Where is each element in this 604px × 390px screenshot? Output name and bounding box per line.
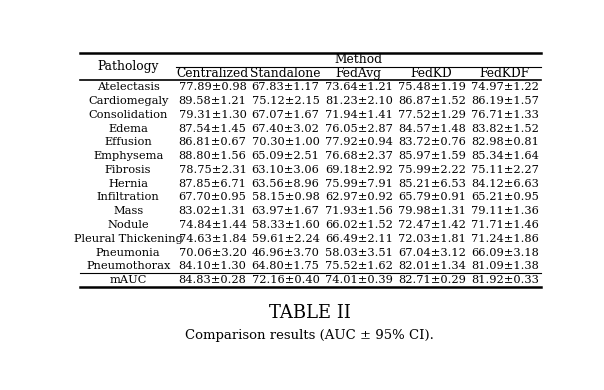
Text: Pathology: Pathology [97,60,159,73]
Text: 63.56±8.96: 63.56±8.96 [252,179,320,189]
Text: 89.58±1.21: 89.58±1.21 [179,96,246,106]
Text: 84.10±1.30: 84.10±1.30 [179,261,246,271]
Text: Atelectasis: Atelectasis [97,82,159,92]
Text: Pneumonia: Pneumonia [96,248,161,257]
Text: Fibrosis: Fibrosis [105,165,152,175]
Text: 79.98±1.31: 79.98±1.31 [398,206,466,216]
Text: 77.92±0.94: 77.92±0.94 [325,137,393,147]
Text: FedKD: FedKD [411,67,452,80]
Text: 72.03±1.81: 72.03±1.81 [398,234,466,244]
Text: 72.16±0.40: 72.16±0.40 [252,275,320,285]
Text: Standalone: Standalone [251,67,321,80]
Text: 76.68±2.37: 76.68±2.37 [325,151,393,161]
Text: 82.98±0.81: 82.98±0.81 [471,137,539,147]
Text: 66.02±1.52: 66.02±1.52 [325,220,393,230]
Text: 75.11±2.27: 75.11±2.27 [471,165,539,175]
Text: 84.57±1.48: 84.57±1.48 [398,124,466,134]
Text: 74.63±1.84: 74.63±1.84 [179,234,246,244]
Text: 64.80±1.75: 64.80±1.75 [252,261,320,271]
Text: Hernia: Hernia [108,179,148,189]
Text: Infiltration: Infiltration [97,193,159,202]
Text: 72.47±1.42: 72.47±1.42 [398,220,466,230]
Text: 79.31±1.30: 79.31±1.30 [179,110,246,120]
Text: Pneumothorax: Pneumothorax [86,261,170,271]
Text: 65.21±0.95: 65.21±0.95 [471,193,539,202]
Text: 86.81±0.67: 86.81±0.67 [179,137,246,147]
Text: TABLE II: TABLE II [269,303,350,322]
Text: 75.99±2.22: 75.99±2.22 [398,165,466,175]
Text: 67.70±0.95: 67.70±0.95 [179,193,246,202]
Text: 74.84±1.44: 74.84±1.44 [179,220,246,230]
Text: 74.01±0.39: 74.01±0.39 [325,275,393,285]
Text: 81.23±2.10: 81.23±2.10 [325,96,393,106]
Text: 58.03±3.51: 58.03±3.51 [325,248,393,257]
Text: 46.96±3.70: 46.96±3.70 [252,248,320,257]
Text: Mass: Mass [113,206,143,216]
Text: 85.97±1.59: 85.97±1.59 [398,151,466,161]
Text: 65.09±2.51: 65.09±2.51 [252,151,320,161]
Text: Effusion: Effusion [104,137,152,147]
Text: 83.82±1.52: 83.82±1.52 [471,124,539,134]
Text: 85.34±1.64: 85.34±1.64 [471,151,539,161]
Text: 71.93±1.56: 71.93±1.56 [325,206,393,216]
Text: 84.83±0.28: 84.83±0.28 [179,275,246,285]
Text: 84.12±6.63: 84.12±6.63 [471,179,539,189]
Text: 86.19±1.57: 86.19±1.57 [471,96,539,106]
Text: 63.10±3.06: 63.10±3.06 [252,165,320,175]
Text: 70.06±3.20: 70.06±3.20 [179,248,246,257]
Text: 81.92±0.33: 81.92±0.33 [471,275,539,285]
Text: 75.99±7.91: 75.99±7.91 [325,179,393,189]
Text: 71.24±1.86: 71.24±1.86 [471,234,539,244]
Text: 67.83±1.17: 67.83±1.17 [252,82,320,92]
Text: 81.09±1.38: 81.09±1.38 [471,261,539,271]
Text: 67.04±3.12: 67.04±3.12 [398,248,466,257]
Text: 75.12±2.15: 75.12±2.15 [252,96,320,106]
Text: 85.21±6.53: 85.21±6.53 [398,179,466,189]
Text: 65.79±0.91: 65.79±0.91 [398,193,466,202]
Text: 86.87±1.52: 86.87±1.52 [398,96,466,106]
Text: 69.18±2.92: 69.18±2.92 [325,165,393,175]
Text: 77.52±1.29: 77.52±1.29 [398,110,466,120]
Text: 62.97±0.92: 62.97±0.92 [325,193,393,202]
Text: 71.94±1.41: 71.94±1.41 [325,110,393,120]
Text: FedKDF: FedKDF [480,67,530,80]
Text: FedAvg: FedAvg [336,67,382,80]
Text: 78.75±2.31: 78.75±2.31 [179,165,246,175]
Text: Comparison results (AUC ± 95% CI).: Comparison results (AUC ± 95% CI). [185,329,434,342]
Text: 82.01±1.34: 82.01±1.34 [398,261,466,271]
Text: 66.49±2.11: 66.49±2.11 [325,234,393,244]
Text: 79.11±1.36: 79.11±1.36 [471,206,539,216]
Text: 75.48±1.19: 75.48±1.19 [398,82,466,92]
Text: Centralized: Centralized [176,67,249,80]
Text: 88.80±1.56: 88.80±1.56 [179,151,246,161]
Text: mAUC: mAUC [109,275,147,285]
Text: 83.02±1.31: 83.02±1.31 [179,206,246,216]
Text: 66.09±3.18: 66.09±3.18 [471,248,539,257]
Text: Cardiomegaly: Cardiomegaly [88,96,169,106]
Text: 67.07±1.67: 67.07±1.67 [252,110,320,120]
Text: 74.97±1.22: 74.97±1.22 [471,82,539,92]
Text: 87.54±1.45: 87.54±1.45 [179,124,246,134]
Text: 75.52±1.62: 75.52±1.62 [325,261,393,271]
Text: 76.05±2.87: 76.05±2.87 [325,124,393,134]
Text: Consolidation: Consolidation [88,110,168,120]
Text: 82.71±0.29: 82.71±0.29 [398,275,466,285]
Text: 77.89±0.98: 77.89±0.98 [179,82,246,92]
Text: 59.61±2.24: 59.61±2.24 [252,234,320,244]
Text: 67.40±3.02: 67.40±3.02 [252,124,320,134]
Text: 58.33±1.60: 58.33±1.60 [252,220,320,230]
Text: 58.15±0.98: 58.15±0.98 [252,193,320,202]
Text: 70.30±1.00: 70.30±1.00 [252,137,320,147]
Text: 76.71±1.33: 76.71±1.33 [471,110,539,120]
Text: 73.64±1.21: 73.64±1.21 [325,82,393,92]
Text: Method: Method [335,53,383,66]
Text: Nodule: Nodule [108,220,149,230]
Text: 71.71±1.46: 71.71±1.46 [471,220,539,230]
Text: Emphysema: Emphysema [93,151,163,161]
Text: Edema: Edema [108,124,148,134]
Text: 87.85±6.71: 87.85±6.71 [179,179,246,189]
Text: 83.72±0.76: 83.72±0.76 [398,137,466,147]
Text: 63.97±1.67: 63.97±1.67 [252,206,320,216]
Text: Pleural Thickening: Pleural Thickening [74,234,182,244]
